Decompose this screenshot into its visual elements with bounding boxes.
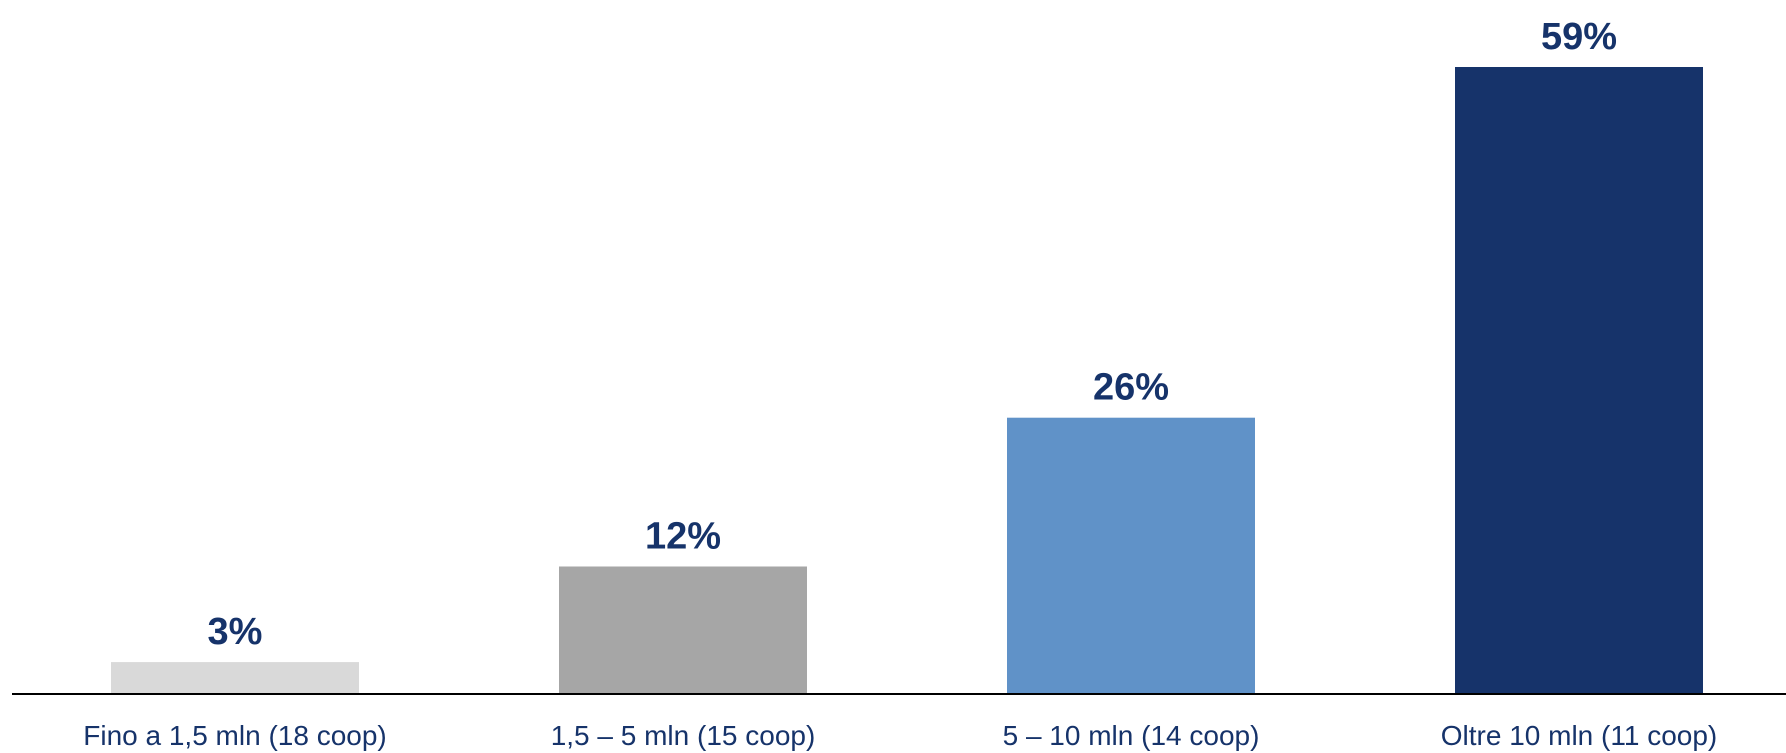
bar-3 (1007, 417, 1255, 694)
value-label-4: 59% (1541, 16, 1617, 58)
value-label-2: 12% (645, 516, 721, 558)
category-label-4: Oltre 10 mln (11 coop) (1441, 720, 1718, 751)
category-label-1: Fino a 1,5 mln (18 coop) (83, 720, 387, 751)
value-label-1: 3% (208, 611, 263, 653)
category-labels-layer: Fino a 1,5 mln (18 coop) 1,5 – 5 mln (15 … (83, 720, 1717, 751)
category-label-2: 1,5 – 5 mln (15 coop) (551, 720, 816, 751)
bar-2 (559, 566, 807, 694)
category-label-3: 5 – 10 mln (14 coop) (1003, 720, 1260, 751)
bar-1 (111, 662, 359, 694)
bar-4 (1455, 67, 1703, 694)
value-label-3: 26% (1093, 367, 1169, 409)
value-labels-layer: 3% 12% 26% 59% (208, 16, 1617, 653)
bars-layer (111, 67, 1703, 694)
